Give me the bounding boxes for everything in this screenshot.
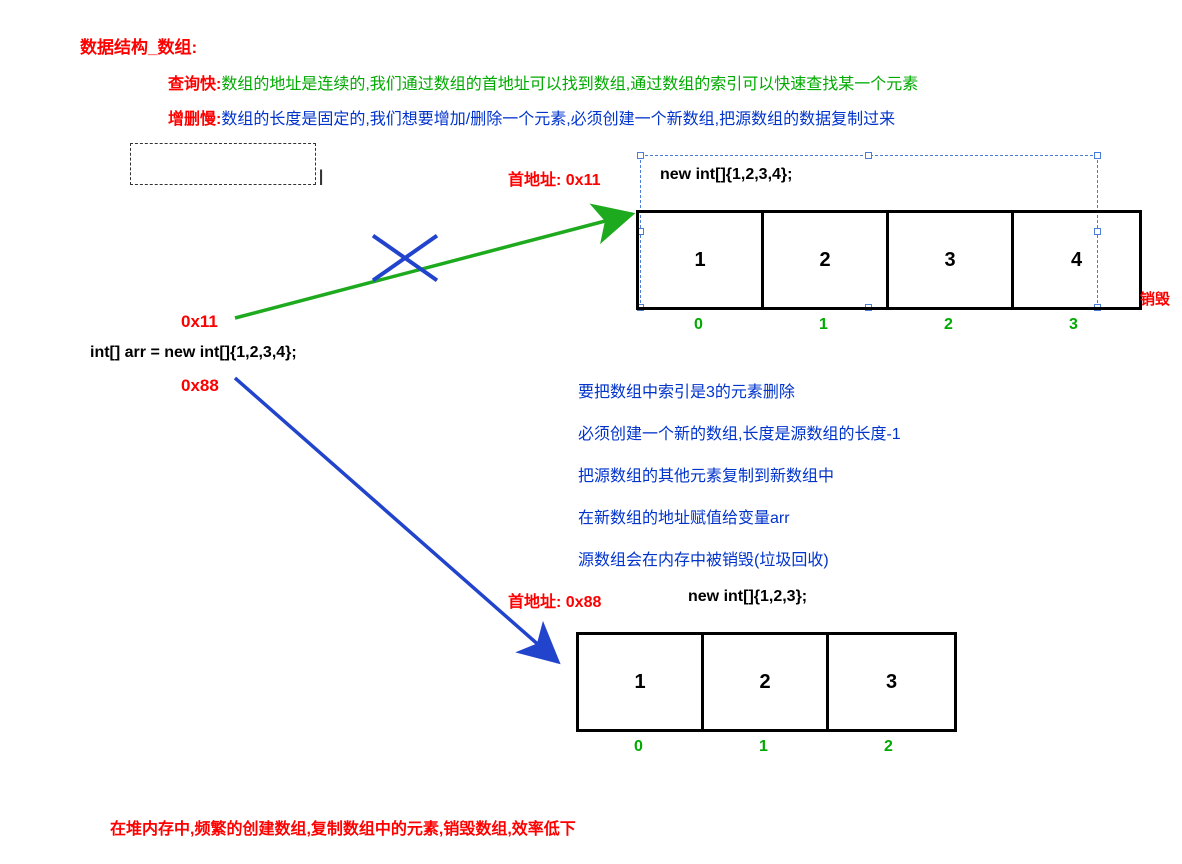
slow-label: 增删慢: — [168, 111, 221, 128]
first-addr-1-label: 首地址: 0x11 — [508, 166, 601, 190]
line-fast: 查询快:数组的地址是连续的,我们通过数组的首地址可以找到数组,通过数组的索引可以… — [168, 70, 918, 94]
text-cursor-icon: I — [318, 165, 324, 191]
array-2-indices: 012 — [576, 738, 951, 756]
array-index: 3 — [1011, 316, 1136, 334]
array-cell: 1 — [639, 213, 764, 307]
steps-list: 要把数组中索引是3的元素删除必须创建一个新的数组,长度是源数组的长度-1 把源数组… — [578, 378, 901, 588]
step-line: 要把数组中索引是3的元素删除 — [578, 378, 901, 402]
array-cell: 2 — [704, 635, 829, 729]
array-cell: 3 — [829, 635, 954, 729]
step-line: 在新数组的地址赋值给变量arr — [578, 504, 901, 528]
addr-2-label: 0x88 — [181, 376, 219, 396]
dashed-empty-box — [130, 143, 316, 185]
destroy-label: 销毁 — [1140, 288, 1170, 309]
step-line: 源数组会在内存中被销毁(垃圾回收) — [578, 546, 901, 570]
bottom-note: 在堆内存中,频繁的创建数组,复制数组中的元素,销毁数组,效率低下 — [110, 815, 576, 839]
array-cell: 3 — [889, 213, 1014, 307]
array-index: 2 — [826, 738, 951, 756]
sel-handle-tm[interactable] — [865, 152, 872, 159]
array-index: 1 — [761, 316, 886, 334]
array-1-table: 1234 — [636, 210, 1142, 310]
array-index: 2 — [886, 316, 1011, 334]
sel-handle-tr[interactable] — [1094, 152, 1101, 159]
sel-handle-tl[interactable] — [637, 152, 644, 159]
array-cell: 2 — [764, 213, 889, 307]
array-cell: 4 — [1014, 213, 1139, 307]
step-line: 必须创建一个新的数组,长度是源数组的长度-1 — [578, 420, 901, 444]
array-index: 0 — [636, 316, 761, 334]
array-index: 1 — [701, 738, 826, 756]
addr-1-label: 0x11 — [181, 312, 218, 332]
array-1-indices: 0123 — [636, 316, 1136, 334]
arr-declaration: int[] arr = new int[]{1,2,3,4}; — [90, 344, 297, 362]
array-2-table: 123 — [576, 632, 957, 732]
array-index: 0 — [576, 738, 701, 756]
slow-text: 数组的长度是固定的,我们想要增加/删除一个元素,必须创建一个新数组,把源数组的数… — [221, 111, 895, 128]
arrow-green — [235, 214, 632, 318]
step-line: 把源数组的其他元素复制到新数组中 — [578, 462, 901, 486]
cross-icon — [373, 236, 437, 281]
new-expr-2: new int[]{1,2,3}; — [688, 588, 807, 606]
fast-text: 数组的地址是连续的,我们通过数组的首地址可以找到数组,通过数组的索引可以快速查找… — [221, 76, 918, 93]
first-addr-2-label: 首地址: 0x88 — [508, 588, 601, 612]
array-cell: 1 — [579, 635, 704, 729]
page-title: 数据结构_数组: — [80, 33, 197, 58]
line-slow: 增删慢:数组的长度是固定的,我们想要增加/删除一个元素,必须创建一个新数组,把源… — [168, 105, 895, 129]
fast-label: 查询快: — [168, 76, 221, 93]
arrow-blue — [235, 378, 558, 662]
